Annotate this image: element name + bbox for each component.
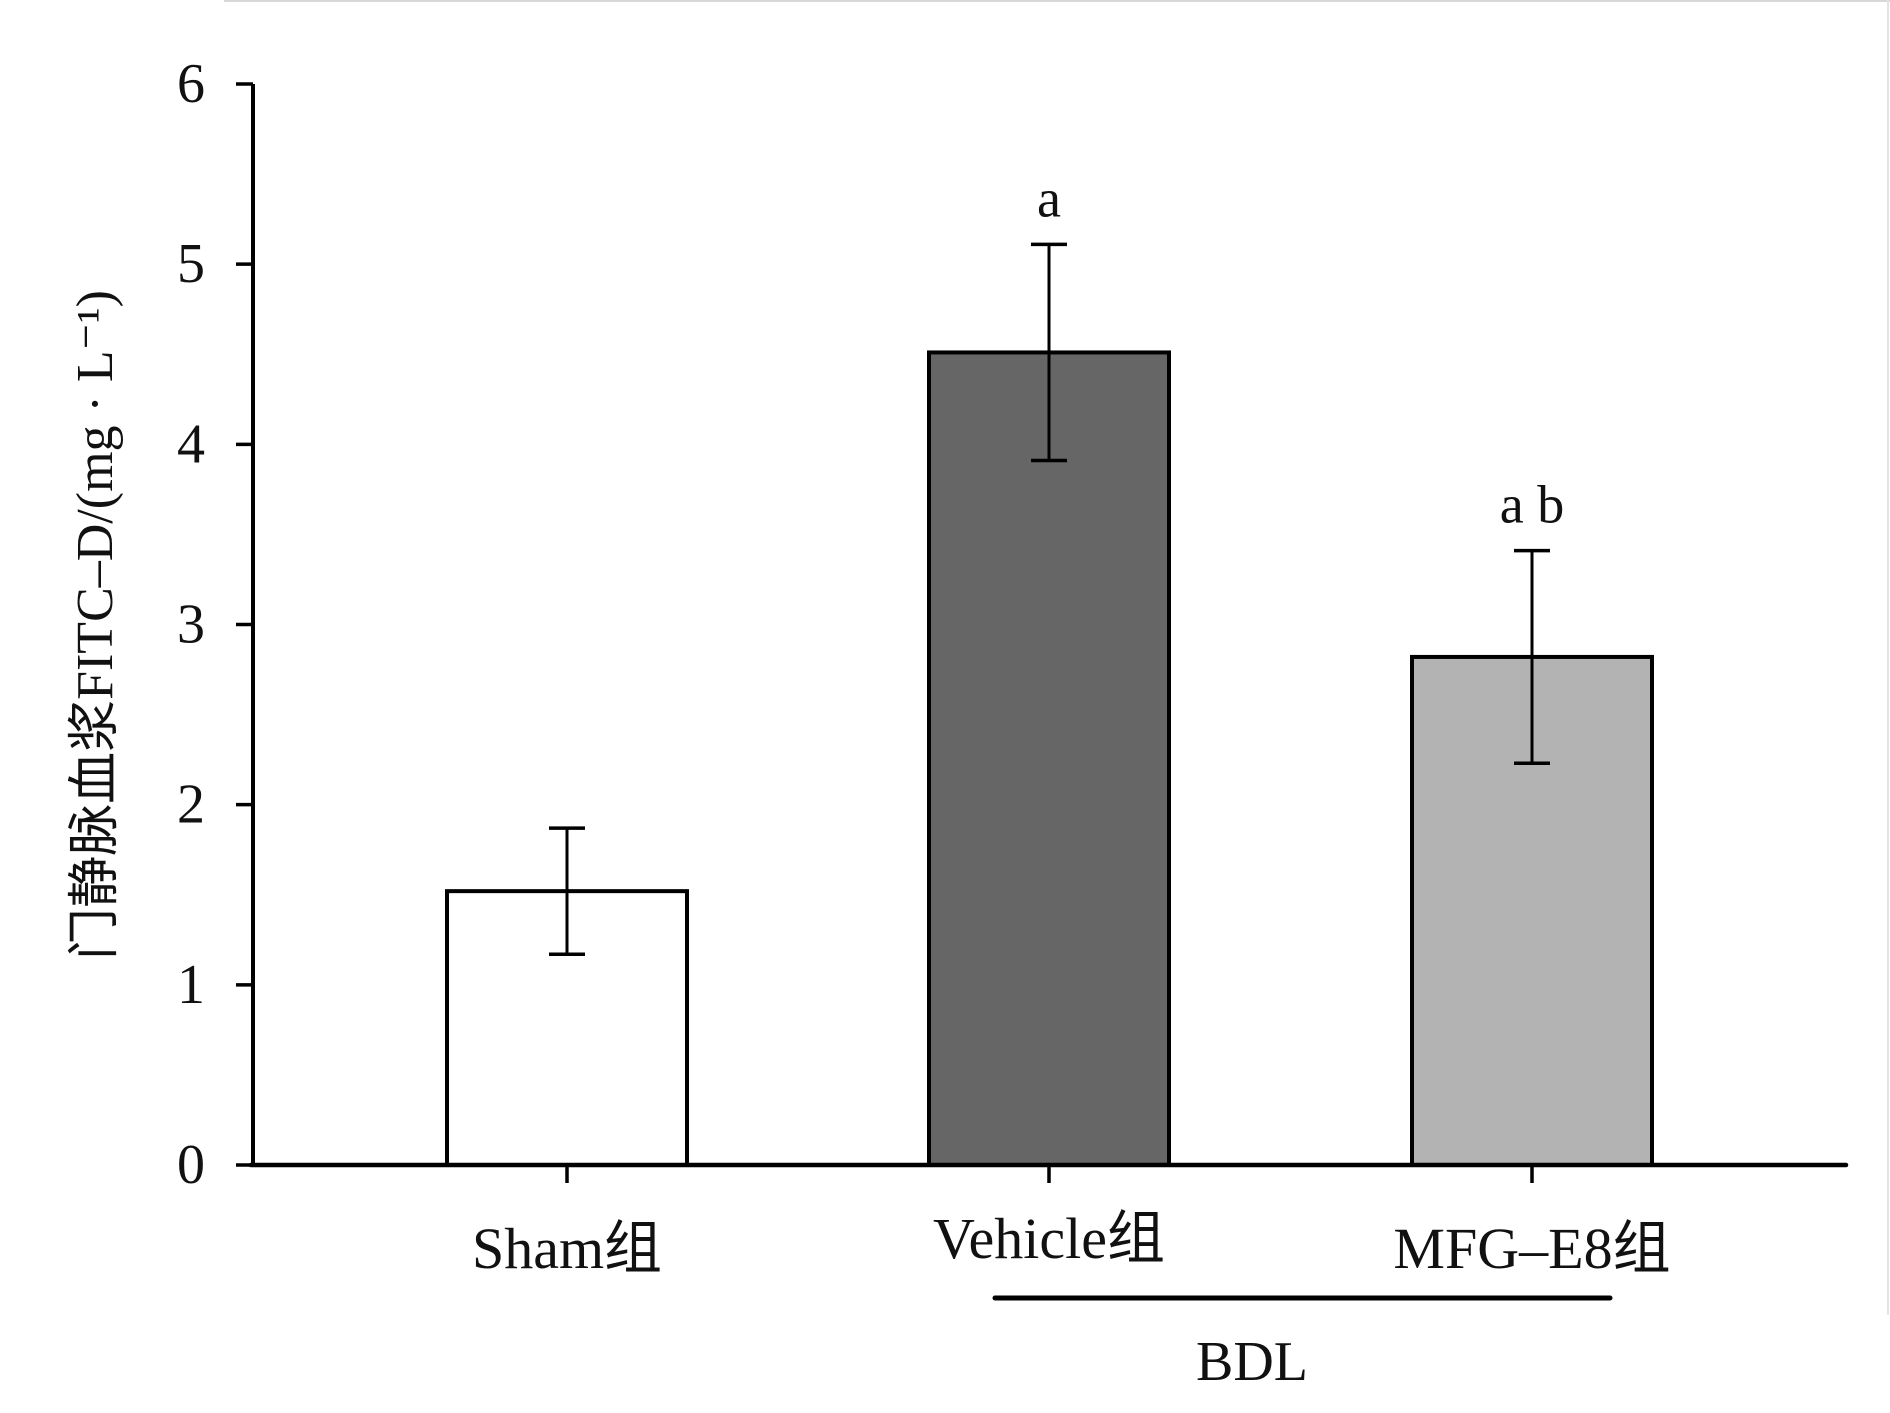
x-tick-label: MFG–E8组 bbox=[1393, 1216, 1670, 1281]
y-tick-label: 4 bbox=[177, 413, 205, 475]
bars-layer bbox=[445, 350, 1654, 1168]
y-tick-label: 0 bbox=[177, 1134, 205, 1196]
y-tick-label: 6 bbox=[177, 53, 205, 115]
significance-label: a b bbox=[1500, 475, 1564, 535]
y-axis-label: 门静脉血浆FITC–D/(mg · L⁻¹) bbox=[67, 290, 124, 960]
x-tick-label: Sham组 bbox=[472, 1216, 662, 1281]
y-tick-label: 3 bbox=[177, 594, 205, 656]
bar bbox=[927, 350, 1171, 1168]
y-tick-label: 5 bbox=[177, 233, 205, 295]
significance-layer: a a b bbox=[1037, 168, 1564, 534]
significance-label: a bbox=[1037, 168, 1061, 228]
y-ticks-layer: 0 1 2 3 4 5 6 bbox=[177, 53, 253, 1196]
x-tick-label: Vehicle组 bbox=[933, 1206, 1165, 1271]
y-tick-label: 2 bbox=[177, 774, 205, 836]
x-ticks-layer: Sham组 Vehicle组 MFG–E8组 bbox=[472, 1165, 1671, 1281]
bdl-group-label: BDL bbox=[1196, 1331, 1308, 1393]
y-tick-label: 1 bbox=[177, 954, 205, 1016]
error-bars-layer bbox=[549, 242, 1550, 956]
